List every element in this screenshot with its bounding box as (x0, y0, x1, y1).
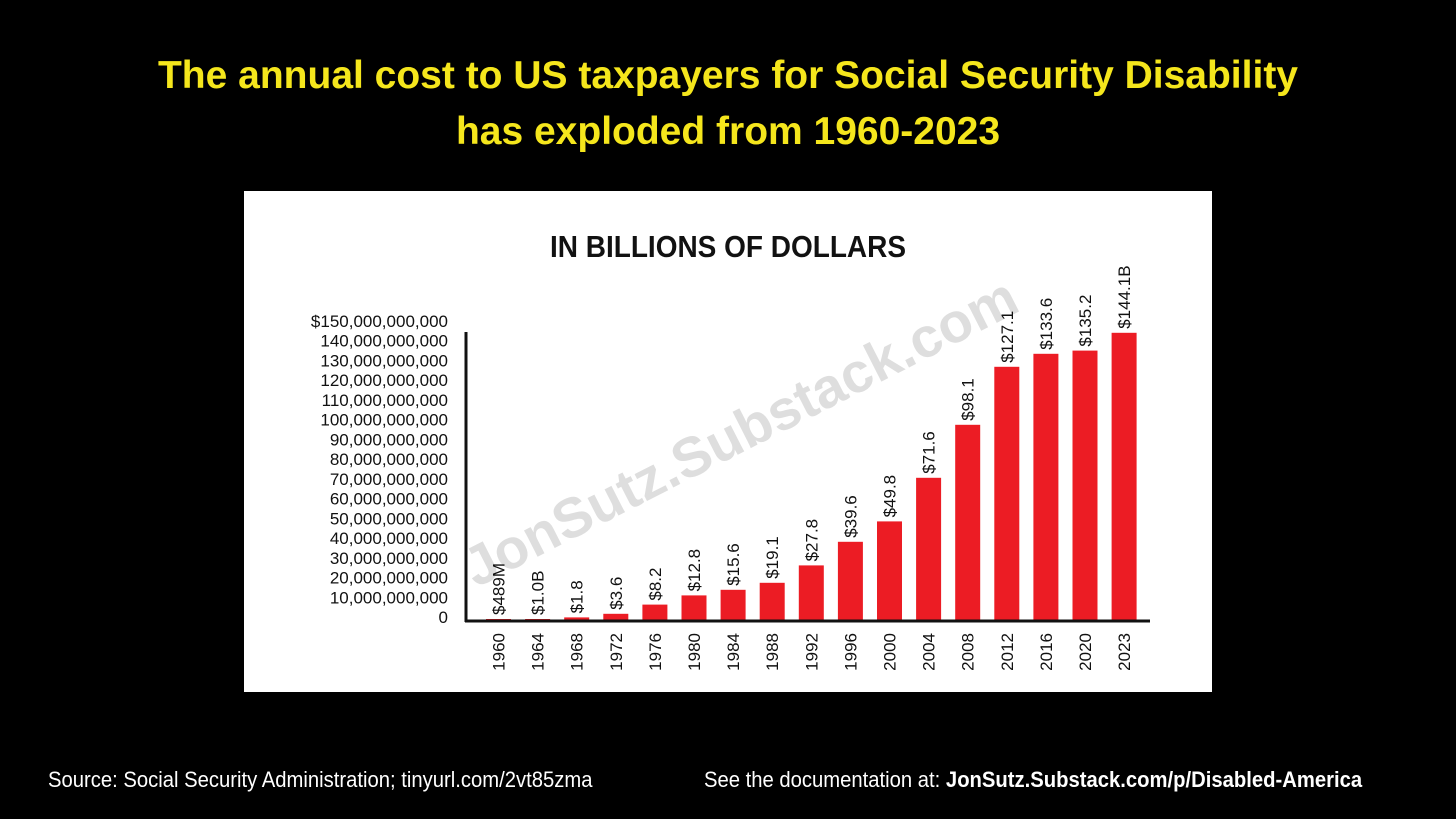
x-tick-label: 1988 (763, 633, 782, 671)
x-tick-label: 2000 (881, 633, 900, 671)
y-tick-label: 10,000,000,000 (330, 588, 448, 607)
y-tick-label: 0 (439, 608, 448, 627)
headline: The annual cost to US taxpayers for Soci… (60, 48, 1396, 160)
x-tick-label: 2008 (959, 633, 978, 671)
y-tick-label: 60,000,000,000 (330, 490, 448, 509)
bar-data-label: $98.1 (959, 378, 978, 421)
bar-1972 (603, 613, 629, 621)
x-tick-label: 1992 (802, 633, 821, 671)
y-tick-label: 20,000,000,000 (330, 569, 448, 588)
footer-doc-prefix: See the documentation at: (704, 767, 946, 792)
footer-documentation: See the documentation at: JonSutz.Substa… (704, 762, 1362, 798)
bars (486, 332, 1137, 621)
x-tick-label: 1984 (724, 633, 743, 671)
y-tick-label: 130,000,000,000 (320, 351, 448, 370)
x-tick-label: 2020 (1076, 633, 1095, 671)
bar-data-label: $8.2 (646, 568, 665, 601)
bar-2012 (994, 366, 1020, 621)
bar-data-label: $49.8 (881, 475, 900, 518)
x-tick-label: 1968 (568, 633, 587, 671)
x-tick-label: 1972 (607, 633, 626, 671)
bar-data-label: $135.2 (1076, 295, 1095, 347)
x-tick-label: 1960 (490, 633, 509, 671)
y-axis-tick-labels: 010,000,000,00020,000,000,00030,000,000,… (311, 312, 448, 627)
bar-data-label: $127.1 (998, 311, 1017, 363)
y-tick-label: $150,000,000,000 (311, 312, 448, 331)
y-tick-label: 30,000,000,000 (330, 549, 448, 568)
bar-data-label: $133.6 (1037, 298, 1056, 350)
bar-data-label: $1.8 (568, 580, 587, 613)
bar-data-label: $19.1 (763, 536, 782, 579)
x-tick-label: 2016 (1037, 633, 1056, 671)
headline-line-2: has exploded from 1960-2023 (455, 110, 1001, 153)
y-tick-label: 140,000,000,000 (320, 332, 448, 351)
bar-1968 (564, 617, 590, 621)
bar-1984 (720, 589, 746, 621)
bar-data-label: $71.6 (920, 431, 939, 474)
chart-panel: IN BILLIONS OF DOLLARS JonSutz.Substack.… (244, 191, 1212, 692)
x-tick-label: 1996 (841, 633, 860, 671)
bar-1976 (642, 604, 668, 621)
x-tick-label: 1976 (646, 633, 665, 671)
chart-title: IN BILLIONS OF DOLLARS (550, 229, 906, 264)
bar-2004 (916, 477, 942, 621)
y-tick-label: 100,000,000,000 (320, 411, 448, 430)
bar-chart: IN BILLIONS OF DOLLARS JonSutz.Substack.… (311, 229, 1150, 671)
y-tick-label: 70,000,000,000 (330, 470, 448, 489)
bar-data-label: $489M (490, 563, 509, 615)
bar-data-label: $27.8 (802, 519, 821, 562)
footer-source: Source: Social Security Administration; … (48, 767, 593, 792)
bar-1980 (681, 595, 707, 621)
bar-2016 (1033, 353, 1059, 621)
y-tick-label: 110,000,000,000 (322, 391, 448, 410)
bar-2000 (877, 521, 902, 621)
footer-doc-link[interactable]: JonSutz.Substack.com/p/Disabled-America (945, 767, 1363, 792)
bar-data-label: $12.8 (685, 549, 704, 592)
bar-2023 (1111, 332, 1137, 621)
bar-1988 (759, 582, 785, 621)
bar-1992 (798, 565, 824, 621)
x-tick-label: 1964 (529, 633, 548, 671)
x-axis-tick-labels: 1960 1964 1968 1972 1976 1980 1984 1988 1992 1996… (490, 633, 1135, 671)
y-tick-label: 40,000,000,000 (330, 529, 448, 548)
x-tick-label: 1980 (685, 633, 704, 671)
y-tick-label: 120,000,000,000 (320, 371, 448, 390)
x-tick-label: 2023 (1115, 633, 1134, 671)
x-tick-label: 2012 (998, 633, 1017, 671)
bar-1996 (837, 541, 863, 621)
x-tick-label: 2004 (920, 633, 939, 671)
y-tick-label: 90,000,000,000 (330, 430, 448, 449)
bar-data-labels: $489M $1.0B $1.8 $3.6 $8.2 $12.8 $15.6 $19.1 $27… (490, 265, 1135, 615)
bar-data-label: $3.6 (607, 577, 626, 610)
bar-data-label: $15.6 (724, 543, 743, 586)
y-tick-label: 80,000,000,000 (330, 450, 448, 469)
bar-2008 (955, 424, 981, 621)
headline-line-1: The annual cost to US taxpayers for Soci… (157, 54, 1298, 97)
bar-data-label: $1.0B (529, 571, 548, 615)
bar-data-label: $144.1B (1115, 265, 1134, 328)
y-tick-label: 50,000,000,000 (330, 509, 448, 528)
bar-data-label: $39.6 (841, 495, 860, 538)
bar-2020 (1072, 350, 1098, 621)
